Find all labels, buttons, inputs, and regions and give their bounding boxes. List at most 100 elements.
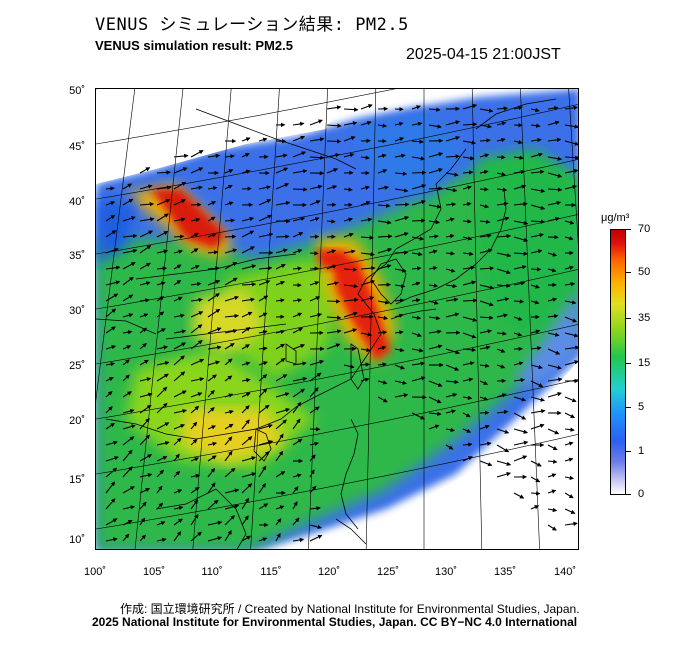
- wind-arrow: [547, 332, 560, 337]
- wind-arrow: [479, 460, 493, 467]
- wind-arrow: [462, 140, 477, 145]
- wind-arrow: [309, 506, 321, 511]
- wind-arrow: [530, 476, 541, 483]
- wind-arrow: [343, 187, 353, 192]
- wind-arrow: [309, 469, 315, 478]
- graticule-longitude-line: [250, 89, 280, 549]
- wind-arrow: [496, 268, 511, 275]
- wind-arrow: [258, 295, 269, 302]
- lon-label-120: 120˚: [317, 566, 341, 578]
- wind-arrow: [173, 505, 184, 511]
- wind-arrow: [513, 281, 526, 286]
- wind-arrow: [394, 330, 404, 335]
- wind-arrow: [224, 328, 238, 334]
- wind-arrow: [309, 234, 320, 239]
- wind-arrow: [343, 153, 355, 158]
- wind-arrow: [564, 281, 576, 287]
- wind-arrow: [360, 217, 373, 222]
- wind-arrow: [292, 216, 306, 222]
- wind-arrow: [513, 440, 529, 446]
- wind-arrow: [173, 249, 184, 254]
- wind-arrow: [530, 491, 541, 496]
- wind-arrow: [377, 220, 392, 225]
- wind-arrow: [377, 123, 388, 128]
- wind-arrow: [156, 345, 169, 350]
- wind-arrow: [479, 441, 492, 446]
- wind-arrow: [462, 428, 472, 433]
- wind-arrow: [207, 201, 217, 206]
- wind-arrow: [258, 388, 268, 398]
- timestamp: 2025-04-15 21:00JST: [406, 46, 561, 63]
- wind-arrow: [139, 327, 147, 334]
- wind-arrow: [156, 521, 166, 526]
- wind-arrow: [258, 329, 268, 335]
- wind-arrow: [258, 199, 272, 206]
- wind-arrow: [360, 377, 370, 382]
- wind-arrow: [496, 348, 506, 353]
- wind-arrow: [326, 168, 339, 174]
- wind-arrow: [547, 172, 563, 178]
- wind-arrow: [411, 281, 421, 286]
- colorbar-tick: [626, 451, 631, 452]
- wind-arrow: [224, 295, 240, 302]
- wind-arrow: [105, 361, 116, 367]
- wind-arrow: [326, 105, 342, 110]
- wind-arrow: [564, 265, 574, 270]
- wind-arrow: [241, 456, 257, 462]
- wind-arrow: [479, 424, 490, 430]
- wind-arrow: [241, 436, 253, 446]
- wind-arrow: [105, 406, 113, 414]
- wind-arrow: [445, 202, 457, 207]
- wind-arrow: [292, 438, 303, 446]
- wind-arrow: [394, 188, 409, 193]
- wind-arrow: [411, 348, 424, 353]
- wind-arrow: [241, 230, 255, 238]
- wind-arrow: [173, 296, 183, 302]
- wind-arrow: [326, 343, 341, 350]
- wind-arrow: [156, 249, 169, 254]
- wind-arrow: [496, 364, 506, 369]
- wind-arrow: [309, 534, 323, 542]
- wind-arrow: [258, 265, 273, 271]
- wind-arrow: [275, 532, 281, 542]
- wind-arrow: [139, 377, 152, 382]
- wind-arrow: [411, 121, 423, 127]
- wind-arrow: [122, 330, 133, 335]
- wind-arrow: [105, 467, 118, 478]
- wind-arrow: [292, 327, 304, 334]
- wind-arrow: [496, 313, 508, 318]
- wind-arrow: [139, 534, 147, 542]
- wind-arrow: [139, 262, 151, 270]
- wind-arrow: [547, 297, 558, 302]
- graticule-longitude-line: [134, 89, 184, 549]
- wind-arrow: [173, 371, 186, 382]
- colorbar-unit: μg/m³: [601, 212, 630, 224]
- wind-arrow: [530, 396, 546, 402]
- wind-arrow: [190, 421, 198, 430]
- wind-arrow: [530, 219, 546, 224]
- title-japanese: VENUS シミュレーション結果: PM2.5: [95, 15, 409, 35]
- wind-arrow: [462, 280, 477, 286]
- wind-arrow: [462, 298, 478, 303]
- wind-arrow: [411, 170, 427, 175]
- wind-arrow: [275, 200, 291, 206]
- wind-arrow: [122, 276, 134, 286]
- wind-arrow: [292, 537, 305, 543]
- graticule-longitude-line: [192, 89, 232, 549]
- wind-arrow: [394, 171, 408, 176]
- wind-arrow: [241, 297, 255, 302]
- wind-arrow: [139, 298, 150, 303]
- wind-arrow: [173, 279, 182, 286]
- wind-arrow: [156, 328, 166, 334]
- wind-arrow: [343, 283, 359, 289]
- wind-arrow: [445, 251, 455, 256]
- wind-arrow: [309, 485, 317, 494]
- wind-arrow: [343, 328, 358, 334]
- wind-arrow: [428, 283, 439, 288]
- wind-arrow: [275, 471, 286, 478]
- wind-arrow: [173, 470, 181, 478]
- lat-label-10: 10˚: [69, 534, 85, 546]
- wind-arrow: [411, 412, 426, 420]
- colorbar-label-50: 50: [638, 266, 651, 278]
- wind-arrow: [479, 284, 495, 290]
